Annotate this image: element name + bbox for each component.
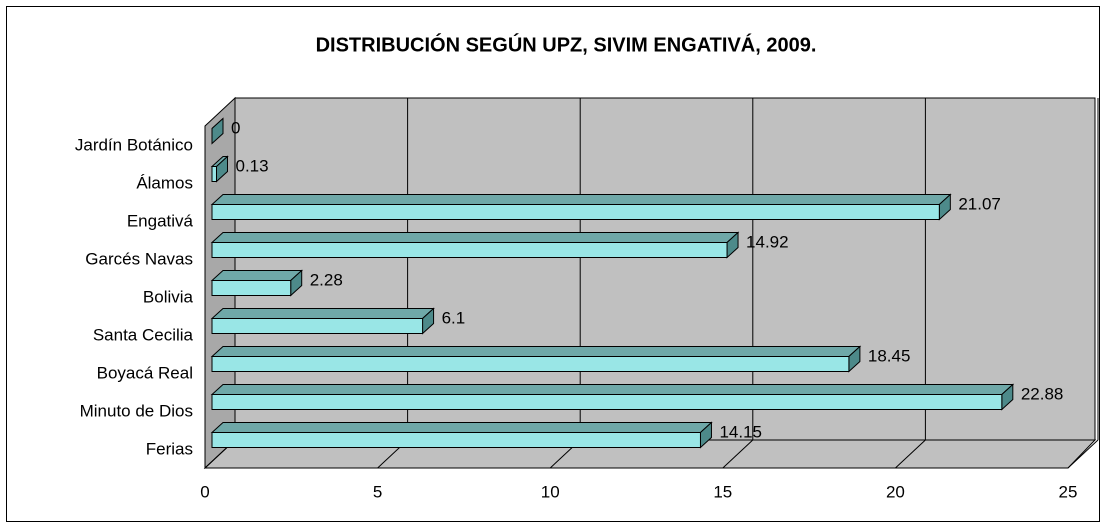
data-label: 18.45 xyxy=(868,346,911,365)
bar xyxy=(211,280,292,296)
chart-title: DISTRIBUCIÓN SEGÚN UPZ, SIVIM ENGATIVÁ, … xyxy=(316,32,817,56)
data-label: 0.13 xyxy=(235,156,268,175)
bar-top xyxy=(210,422,713,433)
bar xyxy=(211,242,728,258)
y-tick-label: Ferias xyxy=(146,439,193,458)
bar-top xyxy=(210,308,435,319)
grid-line xyxy=(895,439,926,469)
bar xyxy=(211,356,850,372)
x-tick-label: 15 xyxy=(713,482,732,501)
y-tick-label: Minuto de Dios xyxy=(80,401,193,420)
data-label: 6.1 xyxy=(442,308,466,327)
bar-top xyxy=(210,232,740,243)
x-tick-label: 20 xyxy=(886,482,905,501)
bar-end xyxy=(211,117,224,145)
data-label: 0 xyxy=(231,118,240,137)
x-tick-label: 0 xyxy=(200,482,209,501)
x-tick-label: 5 xyxy=(373,482,382,501)
bar xyxy=(211,204,940,220)
bar-top xyxy=(210,270,303,281)
grid-line xyxy=(1067,439,1099,469)
data-label: 14.15 xyxy=(719,422,762,441)
data-label: 22.88 xyxy=(1021,384,1064,403)
y-tick-label: Garcés Navas xyxy=(85,249,193,268)
bar xyxy=(211,318,424,334)
data-label: 2.28 xyxy=(310,270,343,289)
y-tick-label: Santa Cecilia xyxy=(93,325,194,344)
y-tick-label: Bolivia xyxy=(143,287,194,306)
grid-line xyxy=(722,439,754,469)
bar-top xyxy=(210,346,862,357)
y-tick-label: Engativá xyxy=(127,211,194,230)
y-tick-label: Jardín Botánico xyxy=(75,135,193,154)
bar xyxy=(211,432,701,448)
data-label: 14.92 xyxy=(746,232,789,251)
bar xyxy=(211,394,1003,410)
bar-top xyxy=(210,194,952,205)
bar xyxy=(211,166,217,182)
data-label: 21.07 xyxy=(958,194,1001,213)
x-tick-label: 25 xyxy=(1059,482,1078,501)
bar-top xyxy=(210,384,1015,395)
x-tick-label: 10 xyxy=(541,482,560,501)
y-tick-label: Boyacá Real xyxy=(97,363,193,382)
y-tick-label: Álamos xyxy=(136,173,193,192)
